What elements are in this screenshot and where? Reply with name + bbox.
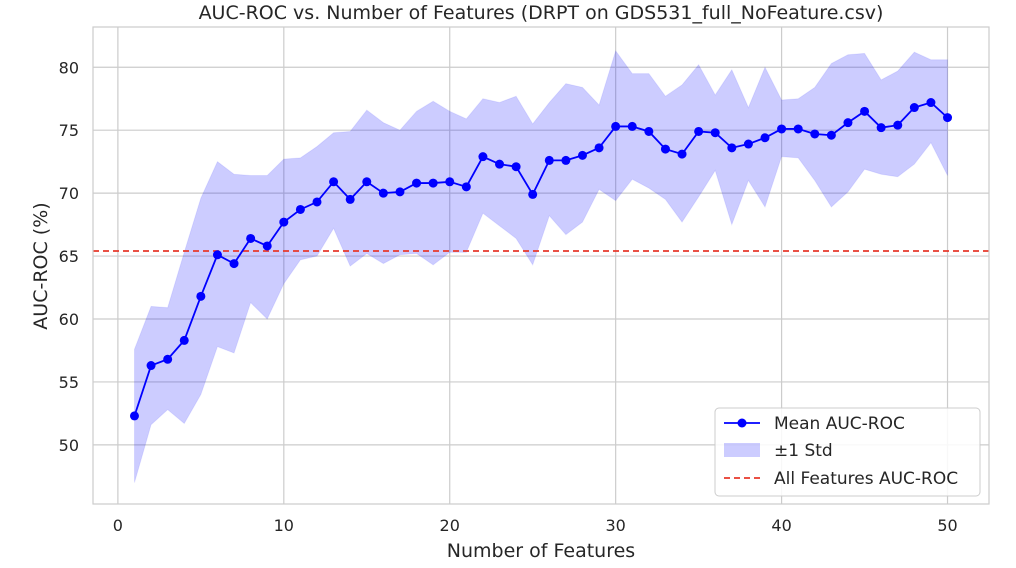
mean-point — [262, 241, 272, 251]
legend-std-swatch — [724, 443, 760, 457]
x-tick-label: 10 — [274, 516, 294, 535]
mean-point — [876, 123, 886, 133]
mean-point — [229, 259, 239, 269]
mean-point — [163, 354, 173, 364]
plot-frame — [92, 26, 990, 505]
mean-point — [412, 178, 422, 188]
grid-layer — [93, 27, 989, 504]
mean-point — [561, 155, 571, 165]
mean-point — [478, 152, 488, 162]
mean-point — [743, 139, 753, 149]
legend-label-all-features: All Features AUC-ROC — [774, 469, 958, 489]
mean-point — [511, 162, 521, 172]
mean-point — [395, 187, 405, 197]
y-tick-label: 80 — [59, 58, 79, 77]
x-tick-label: 20 — [440, 516, 460, 535]
y-tick-label: 50 — [59, 436, 79, 455]
mean-point — [279, 217, 289, 227]
mean-point — [843, 118, 853, 128]
mean-point — [212, 250, 222, 260]
mean-point — [295, 204, 305, 214]
legend-mean-marker — [737, 418, 747, 428]
mean-point — [528, 189, 538, 199]
legend-entry-mean: Mean AUC-ROC — [724, 414, 905, 434]
mean-point — [926, 98, 936, 108]
legend-entry-all-features: All Features AUC-ROC — [724, 469, 958, 489]
mean-point — [544, 155, 554, 165]
mean-point — [594, 143, 604, 153]
legend-label-std: ±1 Std — [774, 441, 833, 461]
y-tick-label: 75 — [59, 121, 79, 140]
mean-point — [777, 124, 787, 134]
legend-box — [714, 407, 981, 497]
x-axis-title: Number of Features — [447, 540, 635, 562]
mean-point — [146, 361, 156, 371]
mean-point — [909, 103, 919, 113]
mean-point — [793, 124, 803, 134]
mean-point — [644, 126, 654, 136]
x-tick-label: 50 — [937, 516, 957, 535]
mean-point — [860, 106, 870, 116]
legend-entry-std: ±1 Std — [724, 441, 833, 461]
mean-point — [196, 291, 206, 301]
mean-point — [810, 129, 820, 139]
mean-point — [727, 143, 737, 153]
legend: Mean AUC-ROC ±1 Std All Features AUC-ROC — [714, 407, 981, 497]
mean-point — [129, 411, 139, 421]
x-tick-label: 40 — [771, 516, 791, 535]
mean-point — [445, 177, 455, 187]
mean-point — [495, 159, 505, 169]
legend-label-mean: Mean AUC-ROC — [774, 414, 905, 434]
std-band-layer — [133, 49, 949, 483]
mean-point — [694, 126, 704, 136]
x-tick-labels: 0 10 20 30 40 50 — [113, 516, 958, 535]
mean-point — [461, 182, 471, 192]
mean-point — [345, 194, 355, 204]
mean-point — [627, 121, 637, 131]
mean-point — [312, 197, 322, 207]
mean-point — [428, 178, 438, 188]
mean-point — [760, 133, 770, 143]
mean-points-layer — [129, 98, 953, 421]
y-tick-label: 70 — [59, 184, 79, 203]
mean-point — [179, 335, 189, 345]
mean-point — [577, 150, 587, 160]
x-tick-label: 0 — [113, 516, 123, 535]
mean-point — [329, 177, 339, 187]
std-band — [133, 49, 949, 483]
y-tick-label: 65 — [59, 247, 79, 266]
mean-point — [710, 128, 720, 138]
y-tick-label: 55 — [59, 373, 79, 392]
y-tick-label: 60 — [59, 310, 79, 329]
mean-point — [826, 130, 836, 140]
mean-point — [893, 120, 903, 130]
y-tick-labels: 50 55 60 65 70 75 80 — [59, 58, 79, 455]
x-tick-label: 30 — [605, 516, 625, 535]
mean-point — [660, 144, 670, 154]
mean-point — [943, 113, 953, 123]
chart-title: AUC-ROC vs. Number of Features (DRPT on … — [199, 2, 884, 24]
mean-point — [378, 188, 388, 198]
mean-point — [362, 177, 372, 187]
y-axis-title: AUC-ROC (%) — [30, 202, 52, 329]
mean-point — [611, 121, 621, 131]
mean-point — [677, 149, 687, 159]
mean-point — [246, 233, 256, 243]
